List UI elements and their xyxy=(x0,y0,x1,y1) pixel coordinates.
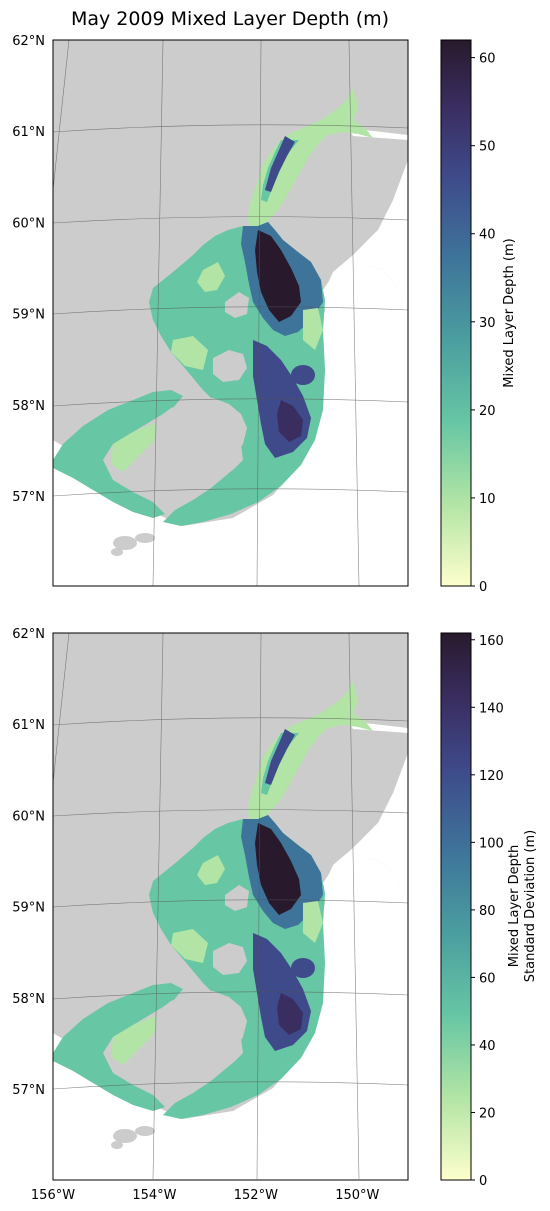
map-panel-top: 62°N 61°N 60°N 59°N 58°N 57°N xyxy=(12,34,409,587)
lat-tick-label: 62°N xyxy=(12,34,45,49)
colorbar-tick-label: 0 xyxy=(479,1174,487,1189)
colorbar-tick-label: 20 xyxy=(479,1106,496,1121)
lat-tick-label: 59°N xyxy=(12,901,45,916)
lat-tick-label: 57°N xyxy=(12,1083,45,1098)
plot-frame-bottom xyxy=(52,632,409,1181)
colorbar-gradient-bottom xyxy=(440,632,472,1181)
colorbar-tick-label: 40 xyxy=(479,228,496,243)
colorbar-label-bottom-line2: Standard Deviation (m) xyxy=(523,830,538,982)
colorbar-tick-label: 160 xyxy=(479,634,504,649)
colorbar-tick-label: 60 xyxy=(479,52,496,67)
lon-tick-label: 154°W xyxy=(132,1188,176,1203)
colorbar-ticks-top: 0 10 20 30 40 50 60 xyxy=(471,52,496,595)
chart-title: May 2009 Mixed Layer Depth (m) xyxy=(71,8,389,30)
colorbar-top: 0 10 20 30 40 50 60 Mixed Layer Depth (m) xyxy=(440,39,517,595)
lat-tick-labels-bottom: 62°N 61°N 60°N 59°N 58°N 57°N xyxy=(12,627,45,1098)
colorbar-tick-label: 30 xyxy=(479,316,496,331)
lat-tick-label: 58°N xyxy=(12,399,45,414)
colorbar-tick-label: 0 xyxy=(479,580,487,595)
lat-tick-label: 62°N xyxy=(12,627,45,642)
lat-tick-label: 61°N xyxy=(12,718,45,733)
map-heatmap-top xyxy=(53,40,408,586)
colorbar-tick-label: 20 xyxy=(479,404,496,419)
colorbar-tick-label: 40 xyxy=(479,1039,496,1054)
plot-frame-top xyxy=(52,39,409,587)
colorbar-gradient-top xyxy=(440,39,472,587)
map-heatmap-bottom xyxy=(53,633,408,1180)
lat-tick-labels-top: 62°N 61°N 60°N 59°N 58°N 57°N xyxy=(12,34,45,505)
colorbar-tick-label: 100 xyxy=(479,836,504,851)
colorbar-ticks-bottom: 0 20 40 60 80 100 120 140 160 xyxy=(471,634,504,1189)
colorbar-tick-label: 80 xyxy=(479,904,496,919)
colorbar-label-bottom-line1: Mixed Layer Depth xyxy=(507,845,522,967)
colorbar-tick-label: 10 xyxy=(479,492,496,507)
lat-tick-label: 60°N xyxy=(12,809,45,824)
lat-tick-label: 61°N xyxy=(12,125,45,140)
lat-tick-label: 59°N xyxy=(12,308,45,323)
colorbar-tick-label: 140 xyxy=(479,701,504,716)
colorbar-tick-label: 50 xyxy=(479,140,496,155)
colorbar-label-top: Mixed Layer Depth (m) xyxy=(502,238,517,387)
lon-tick-label: 156°W xyxy=(31,1188,75,1203)
lat-tick-label: 58°N xyxy=(12,992,45,1007)
colorbar-tick-label: 60 xyxy=(479,971,496,986)
map-panel-bottom: 62°N 61°N 60°N 59°N 58°N 57°N 156°W 154°W 152°W… xyxy=(12,627,409,1203)
lat-tick-label: 57°N xyxy=(12,490,45,505)
lon-tick-label: 150°W xyxy=(335,1188,379,1203)
colorbar-tick-label: 120 xyxy=(479,769,504,784)
lon-tick-label: 152°W xyxy=(234,1188,278,1203)
lon-tick-labels-bottom: 156°W 154°W 152°W 150°W xyxy=(31,1188,380,1203)
lat-tick-label: 60°N xyxy=(12,216,45,231)
